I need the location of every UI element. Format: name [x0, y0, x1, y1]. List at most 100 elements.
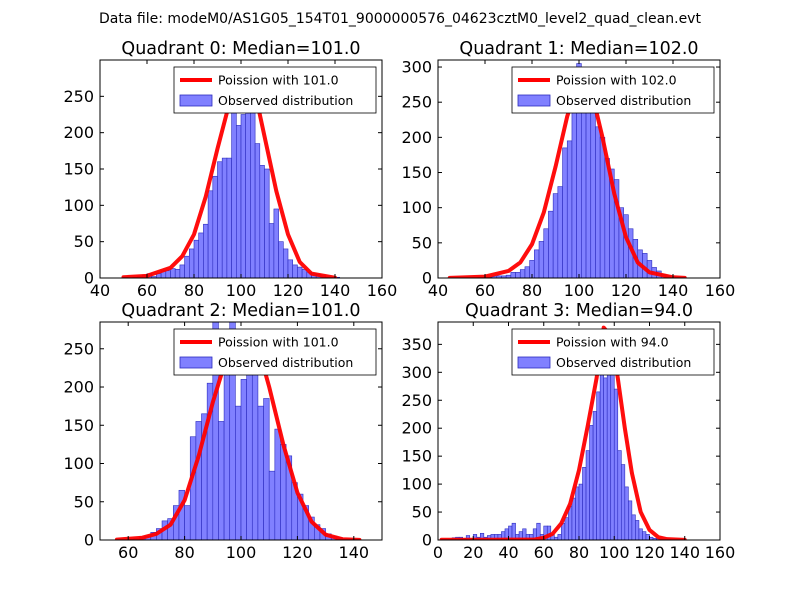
histogram-bar: [235, 405, 242, 540]
histogram-bar: [263, 398, 270, 540]
x-tick-label: 80: [184, 281, 204, 300]
histogram-bar: [582, 467, 587, 540]
x-tick-label: 100: [226, 281, 257, 300]
histogram-bar: [548, 210, 554, 278]
x-tick-label: 100: [564, 281, 595, 300]
legend: Poission with 101.0 Observed distribution: [173, 328, 377, 376]
histogram-bar: [645, 534, 650, 540]
histogram-bar: [195, 421, 202, 540]
y-tick-label: 250: [401, 93, 432, 112]
x-tick-label: 120: [611, 281, 642, 300]
x-tick-label: 160: [705, 281, 736, 300]
y-tick-label: 200: [63, 378, 94, 397]
histogram-bar: [251, 371, 259, 540]
y-tick-label: 150: [63, 160, 94, 179]
histogram-bar: [218, 421, 225, 540]
y-tick-label: 100: [401, 198, 432, 217]
histogram-bar: [189, 248, 195, 278]
histogram-bar: [524, 266, 530, 278]
legend-bars-label: Observed distribution: [556, 93, 691, 108]
panel-title: Quadrant 1: Median=102.0: [459, 39, 698, 59]
y-tick-label: 250: [401, 391, 432, 410]
x-tick-label: 60: [137, 281, 157, 300]
legend-curve-label: Poission with 94.0: [556, 335, 669, 350]
histogram-bar: [184, 255, 190, 278]
histogram-bar: [589, 425, 594, 540]
x-tick-label: 0: [433, 543, 443, 562]
x-tick-label: 80: [174, 543, 194, 562]
x-tick-label: 40: [498, 543, 518, 562]
histogram-bar: [543, 228, 549, 278]
legend: Poission with 101.0 Observed distribution: [173, 66, 377, 114]
legend-bars-swatch: [517, 356, 551, 369]
histogram-bar: [631, 514, 636, 540]
histogram-bar: [174, 268, 181, 278]
histogram-bar: [189, 436, 197, 540]
histogram-bar: [585, 105, 592, 278]
legend-bars-swatch: [517, 94, 551, 107]
legend-bars-swatch: [179, 356, 213, 369]
quadrant-1-panel: Quadrant 1: Median=102.0 40 60 80 100 120 140 1…: [401, 39, 735, 300]
histogram-bar: [280, 444, 287, 540]
legend: Poission with 102.0 Observed distribution: [511, 66, 715, 114]
x-tick-label: 60: [534, 543, 554, 562]
y-tick-label: 300: [401, 363, 432, 382]
histogram-bar: [193, 239, 199, 278]
histogram-bar: [165, 270, 171, 278]
histogram-bar: [571, 497, 576, 540]
histogram-bar: [264, 168, 270, 278]
y-tick-label: 50: [412, 503, 432, 522]
histogram-bar: [246, 356, 253, 540]
x-tick-label: 160: [705, 543, 736, 562]
y-tick-label: 0: [84, 531, 94, 550]
histogram-bar: [603, 377, 608, 540]
histogram-bar: [259, 165, 265, 278]
histogram-bar: [236, 125, 242, 278]
x-tick-label: 120: [282, 543, 313, 562]
x-tick-label: 140: [658, 281, 689, 300]
histogram-bar: [257, 405, 264, 540]
y-tick-label: 0: [84, 269, 94, 288]
x-tick-label: 120: [634, 543, 665, 562]
legend-bars-swatch: [179, 94, 213, 107]
histogram-bar: [638, 528, 643, 540]
histogram-bar: [592, 411, 597, 540]
y-tick-label: 50: [74, 232, 94, 251]
x-tick-label: 140: [669, 543, 700, 562]
histogram-bar: [642, 531, 647, 540]
histogram-bar: [620, 464, 626, 540]
x-tick-label: 80: [569, 543, 589, 562]
legend-curve-label: Poission with 101.0: [218, 73, 339, 88]
histogram-bar: [282, 248, 289, 278]
y-tick-label: 200: [401, 128, 432, 147]
histogram-bar: [212, 175, 218, 278]
histogram-bar: [510, 272, 516, 278]
legend-bars-label: Observed distribution: [556, 355, 691, 370]
x-tick-label: 60: [118, 543, 138, 562]
histogram-bar: [519, 269, 526, 278]
y-tick-label: 100: [63, 454, 94, 473]
quadrant-2-panel: Quadrant 2: Median=101.0 60 80 100 120 140 0 50…: [63, 301, 383, 562]
histogram-bar: [207, 190, 214, 278]
histogram-bar: [628, 500, 633, 540]
histogram-bar: [617, 450, 622, 540]
histogram-bar: [581, 84, 587, 278]
histogram-bar: [287, 259, 293, 278]
x-tick-label: 40: [428, 281, 448, 300]
histogram-bar: [179, 264, 185, 278]
y-tick-label: 250: [63, 339, 94, 358]
histogram-bar: [564, 517, 569, 540]
x-tick-label: 100: [226, 543, 257, 562]
panel-title: Quadrant 3: Median=94.0: [465, 301, 693, 321]
histogram-bar: [254, 143, 261, 278]
legend: Poission with 94.0 Observed distribution: [511, 328, 715, 376]
histogram-bar: [562, 147, 568, 278]
histogram-bar: [624, 486, 629, 540]
histogram-bar: [568, 506, 573, 540]
y-tick-label: 50: [74, 492, 94, 511]
figure-suptitle: Data file: modeM0/AS1G05_154T01_90000005…: [99, 11, 701, 27]
x-tick-label: 140: [339, 543, 370, 562]
x-tick-label: 140: [320, 281, 351, 300]
x-tick-label: 20: [463, 543, 483, 562]
y-tick-label: 0: [422, 531, 432, 550]
